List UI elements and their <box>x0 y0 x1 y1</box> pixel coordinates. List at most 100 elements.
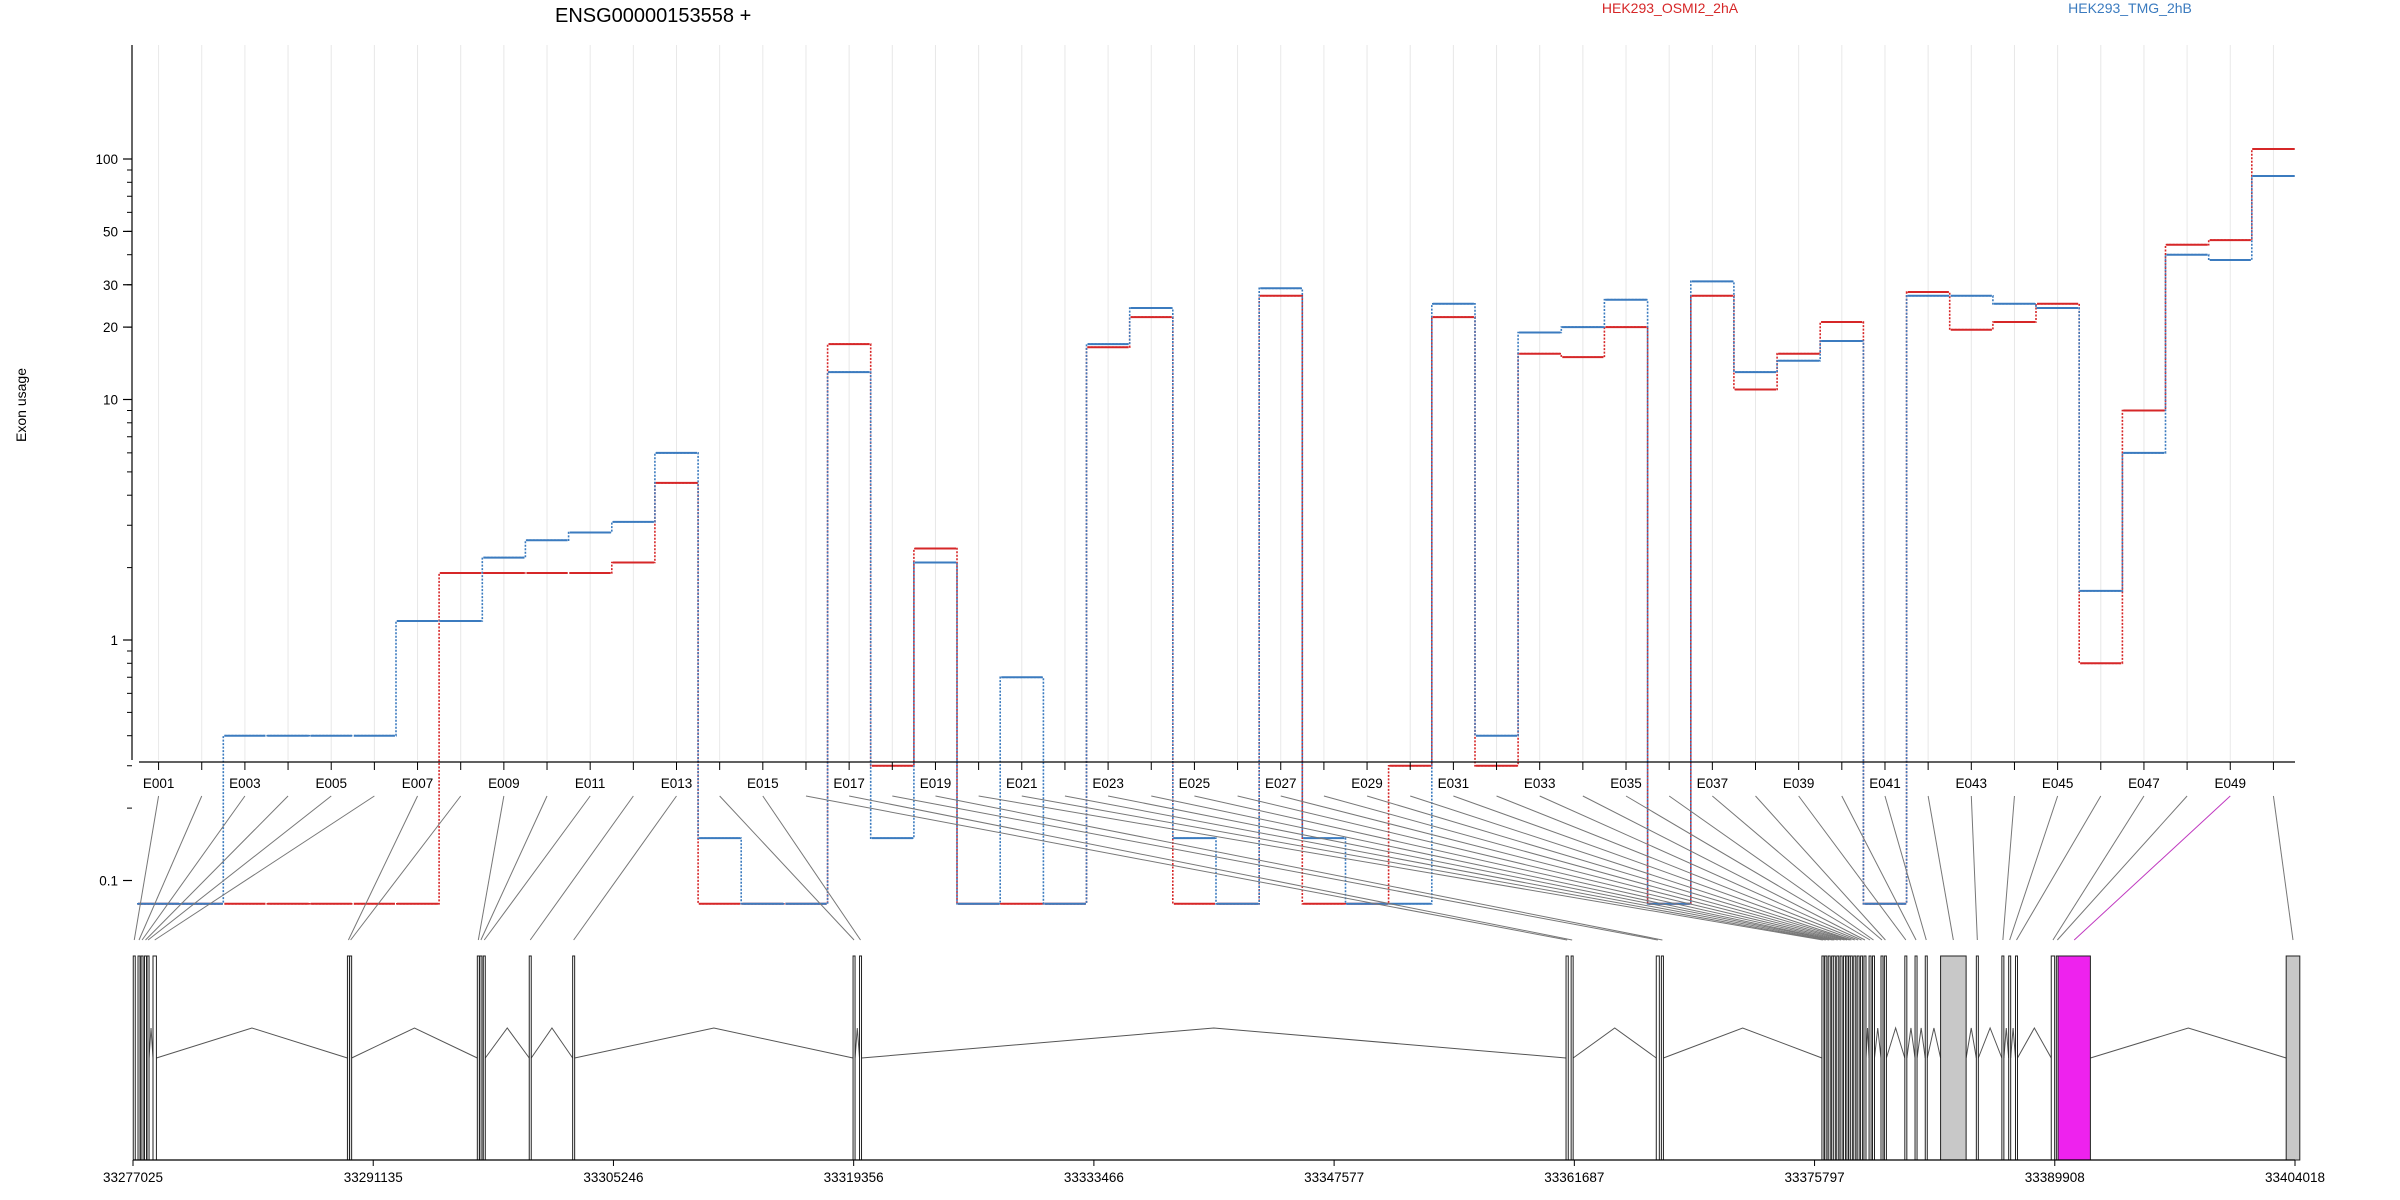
exon-connector <box>529 795 634 941</box>
exon-tick-label: E003 <box>229 776 261 791</box>
exon-connector <box>147 795 332 941</box>
y-tick-label: 10 <box>103 393 118 408</box>
legend-item: HEK293_OSMI2_2hA <box>1602 0 1739 16</box>
exon-tick-label: E017 <box>833 776 865 791</box>
exon-connector <box>1021 795 1826 941</box>
genomic-tick-label: 33389908 <box>2025 1170 2085 1185</box>
legend-item: HEK293_TMG_2hB <box>2068 0 2192 16</box>
exon-box <box>476 955 480 1161</box>
exon-box <box>1880 955 1884 1161</box>
exon-connector <box>480 795 548 941</box>
exon-box <box>1863 955 1867 1161</box>
exon-tick-label: E021 <box>1006 776 1038 791</box>
exon-connector <box>133 795 160 941</box>
exon-connector <box>347 795 418 941</box>
gene-model <box>132 955 2301 1161</box>
exon-tick-label: E047 <box>2128 776 2160 791</box>
intron <box>1572 1027 1657 1059</box>
exon-box <box>1570 955 1574 1161</box>
exon-connector <box>2052 795 2145 941</box>
exon-tick-label: E015 <box>747 776 779 791</box>
genomic-tick-label: 33347577 <box>1304 1170 1364 1185</box>
exon-connector <box>2002 795 2015 941</box>
intron <box>351 1027 478 1059</box>
exon-box <box>1827 955 1831 1161</box>
exon-connector <box>1151 795 1835 941</box>
exon-tick-label: E033 <box>1524 776 1556 791</box>
exon-connector <box>1453 795 1855 941</box>
exon-box <box>1655 955 1660 1161</box>
exon-box <box>1843 955 1847 1161</box>
exon-connector <box>1366 795 1850 941</box>
exon-connector <box>1194 795 1838 941</box>
exon-connector <box>1884 795 1927 941</box>
intron <box>1885 1026 1906 1059</box>
legend: HEK293_OSMI2_2hA HEK293_TMG_2hB <box>1602 0 2192 16</box>
exon-tick-label: E011 <box>575 776 606 791</box>
intron <box>148 1027 154 1059</box>
exon-connector <box>2056 795 2188 941</box>
exon-box <box>1975 955 1979 1161</box>
exon-connector <box>2009 795 2059 941</box>
exon-connector <box>141 795 246 941</box>
exon-connector <box>145 795 289 941</box>
exon-tick-label: E023 <box>1092 776 1124 791</box>
exon-box <box>137 955 141 1161</box>
intron <box>1916 1027 1926 1059</box>
exon-tick-label: E027 <box>1265 776 1297 791</box>
exon-box <box>1839 955 1843 1161</box>
exon-connector <box>935 795 1663 941</box>
exon-tick-label: E031 <box>1438 776 1470 791</box>
exon-box <box>349 955 353 1161</box>
exon-box <box>479 955 483 1161</box>
exon-box <box>2014 955 2018 1161</box>
exon-box <box>2001 955 2005 1161</box>
exon-box <box>572 955 576 1161</box>
exon-connector <box>1625 795 1871 941</box>
exon-connector <box>1496 795 1859 941</box>
exon-box <box>132 955 136 1161</box>
exon-box <box>140 955 144 1161</box>
intron <box>1873 1027 1882 1059</box>
intron <box>854 1027 861 1059</box>
exon-connector <box>805 795 1568 941</box>
exon-box <box>146 955 150 1161</box>
exon-box <box>2050 955 2056 1161</box>
exon-box <box>1868 955 1872 1161</box>
y-tick-label: 1 <box>110 633 118 648</box>
exon-connector <box>1064 795 1830 941</box>
exon-box <box>482 955 486 1161</box>
genomic-tick-label: 33361687 <box>1544 1170 1604 1185</box>
exon-connector <box>892 795 1658 941</box>
intron <box>156 1027 348 1059</box>
exon-box <box>1940 955 1967 1161</box>
exon-connector <box>2272 795 2294 941</box>
exon-connector <box>1970 795 1978 941</box>
exon-box <box>1871 955 1875 1161</box>
exon-box <box>1849 955 1853 1161</box>
y-tick-label: 30 <box>103 278 118 293</box>
y-axis: 0.1 1 10 20 30 50 100 <box>95 45 133 889</box>
exon-tick-label: E037 <box>1697 776 1729 791</box>
exon-tick-label: E019 <box>920 776 952 791</box>
exon-connector <box>1841 795 1917 941</box>
genomic-axis: 33277025 33291135 33305246 33319356 33333466… <box>103 1159 2325 1185</box>
exon-tick-label: E045 <box>2042 776 2074 791</box>
exon-connector <box>1280 795 1845 941</box>
genomic-tick-label: 33404018 <box>2265 1170 2325 1185</box>
intron <box>1663 1027 1823 1059</box>
y-tick-label: 100 <box>95 152 118 167</box>
exon-box <box>1860 955 1864 1161</box>
intron <box>2017 1026 2052 1059</box>
exon-tick-label: E001 <box>143 776 175 791</box>
exon-tick-label: E029 <box>1351 776 1383 791</box>
exon-connector <box>849 795 1573 941</box>
genomic-tick-label: 33319356 <box>824 1170 884 1185</box>
exon-box <box>346 955 350 1161</box>
intron <box>2090 1027 2287 1059</box>
genomic-tick-label: 33277025 <box>103 1170 163 1185</box>
series-lines <box>137 148 2295 905</box>
genomic-tick-label: 33291135 <box>344 1170 403 1185</box>
exon-connector <box>1582 795 1866 941</box>
